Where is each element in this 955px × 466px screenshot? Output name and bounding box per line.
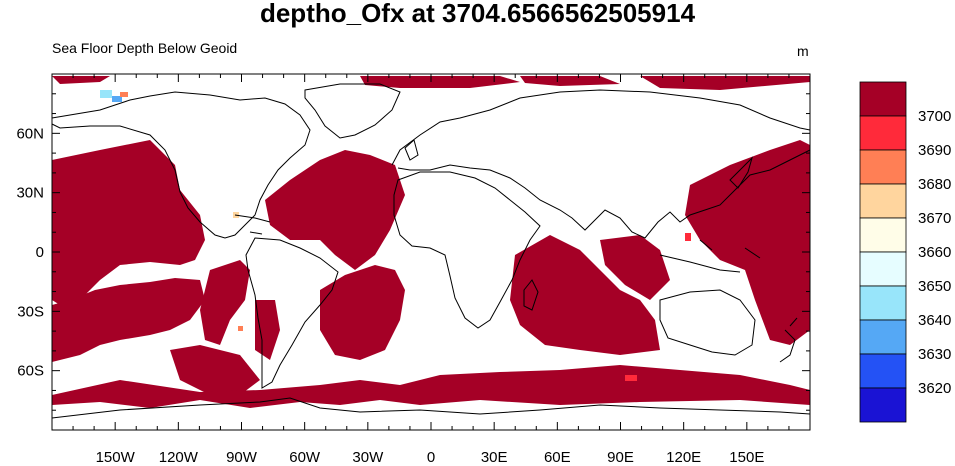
colorbar-swatch [859,353,907,389]
units-label: m [797,43,809,59]
colorbar-swatch [859,251,907,287]
colorbar-label: 3650 [918,278,951,295]
plot-title: deptho_Ofx at 3704.6566562505914 [259,0,696,28]
colorbar-swatch [859,149,907,185]
colorbar-swatch [859,183,907,219]
colorbar-label: 3660 [918,244,951,261]
longitude-tick-label: 120E [666,449,701,466]
axis-ticks [52,74,810,430]
longitude-tick-label: 30E [481,449,508,466]
colorbar-swatch [859,387,907,423]
colorbar-label: 3670 [918,210,951,227]
coastlines [51,83,811,419]
colorbar-swatch [859,81,907,117]
variable-long-name: Sea Floor Depth Below Geoid [52,40,238,56]
colorbar-swatch [859,285,907,321]
longitude-tick-label: 60E [544,449,571,466]
latitude-tick-label: 60N [16,125,44,142]
longitude-tick-label: 90E [607,449,634,466]
latitude-tick-label: 30S [17,303,44,320]
latitude-tick-label: 30N [16,185,44,202]
longitude-tick-label: 60W [289,449,321,466]
latitude-tick-label: 0 [36,244,44,261]
colorbar-label: 3640 [918,312,951,329]
longitude-tick-label: 150W [96,449,136,466]
colorbar-swatch [859,319,907,355]
longitude-tick-label: 30W [352,449,384,466]
colorbar: 3700 3690 3680 3670 3660 3650 3640 3630 3620 [859,81,951,423]
deep-ocean-fill [52,76,810,408]
latitude-tick-label: 60S [17,363,44,380]
colorbar-label: 3690 [918,142,951,159]
latitude-labels: 60N 30N 0 30S 60S [16,125,44,379]
longitude-tick-label: 120W [159,449,199,466]
colorbar-label: 3620 [918,380,951,397]
colorbar-label: 3630 [918,346,951,363]
colorbar-swatch [859,115,907,151]
map-panel: 150W 120W 90W 60W 30W 0 30E 60E 90E 120E 150E 60N 3… [16,73,811,466]
longitude-tick-label: 150E [729,449,764,466]
colorbar-label: 3700 [918,108,951,125]
colorbar-label: 3680 [918,176,951,193]
longitude-tick-label: 0 [427,449,435,466]
longitude-tick-label: 90W [226,449,258,466]
colorbar-swatch [859,217,907,253]
longitude-labels: 150W 120W 90W 60W 30W 0 30E 60E 90E 120E 150E [96,449,765,466]
